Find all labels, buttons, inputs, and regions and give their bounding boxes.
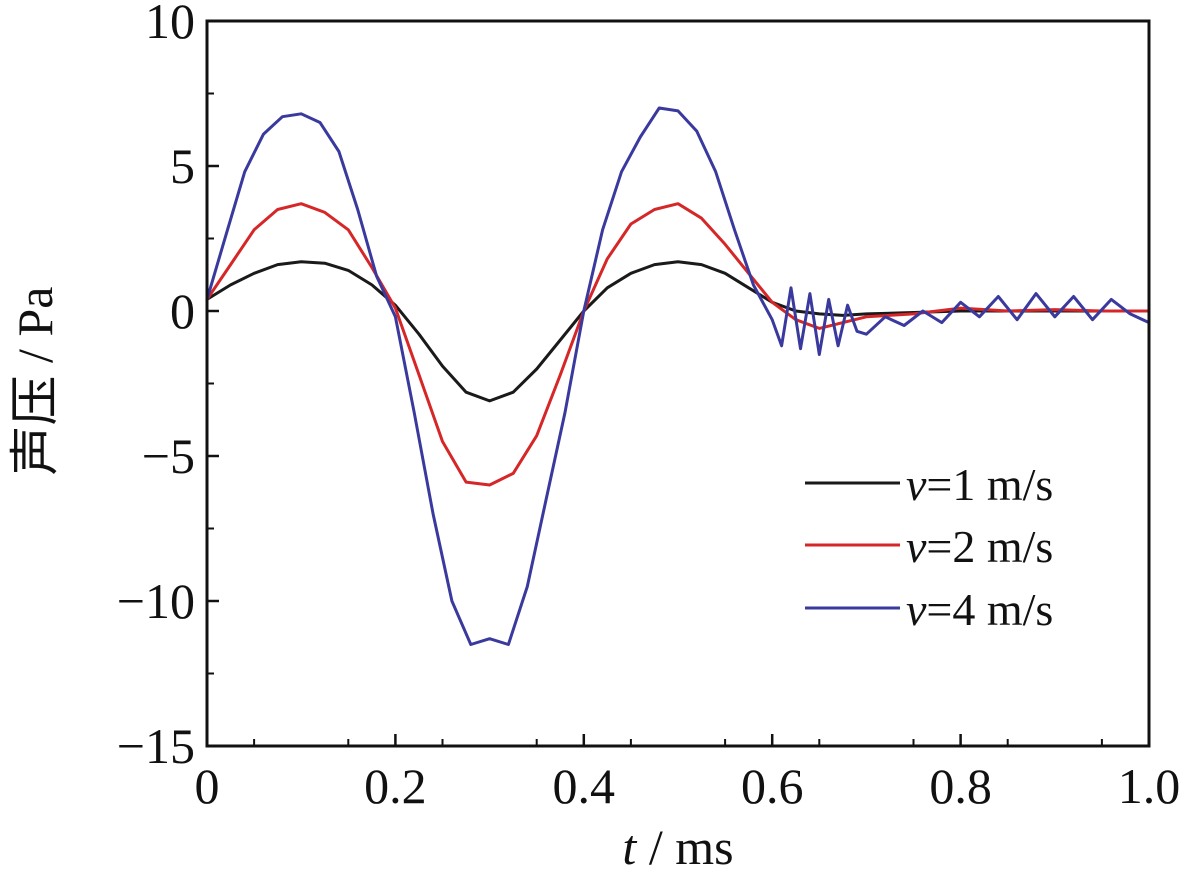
legend-entry: v=4 m/s	[805, 584, 1053, 635]
x-tick-label: 0.6	[741, 758, 804, 814]
y-axis: 10 5 0 −5 −10 −15	[117, 0, 219, 774]
x-axis-label-unit: / ms	[636, 819, 733, 874]
y-axis-label: 声压 / Pa	[7, 287, 63, 476]
x-axis-label-var: t	[622, 819, 637, 874]
legend-entry: v=1 m/s	[805, 459, 1053, 510]
x-tick-label: 1.0	[1118, 758, 1181, 814]
legend-label-v1: v=1 m/s	[906, 459, 1053, 510]
y-tick-label: −10	[117, 573, 195, 629]
legend-label-v2: v=2 m/s	[906, 521, 1053, 572]
legend-label-v4: v=4 m/s	[906, 584, 1053, 635]
x-tick-label: 0	[195, 758, 220, 814]
plot-area	[205, 106, 1151, 646]
y-tick-label: −15	[117, 718, 195, 774]
y-tick-label: 0	[170, 283, 195, 339]
series-line-1	[205, 260, 1151, 403]
plot-frame	[205, 19, 1151, 748]
y-tick-label: 5	[170, 138, 195, 194]
y-tick-label: −5	[142, 428, 195, 484]
x-tick-label: 0.2	[364, 758, 427, 814]
x-axis-label: t / ms	[622, 819, 733, 874]
series-line-2	[205, 202, 1151, 487]
y-tick-label: 10	[145, 0, 195, 49]
x-tick-label: 0.8	[929, 758, 992, 814]
series-line-3	[205, 106, 1151, 646]
legend-entry: v=2 m/s	[805, 521, 1053, 572]
x-axis: 0 0.2 0.4 0.6 0.8 1.0	[195, 734, 1181, 814]
x-tick-label: 0.4	[553, 758, 616, 814]
legend: v=1 m/s v=2 m/s v=4 m/s	[805, 459, 1053, 635]
